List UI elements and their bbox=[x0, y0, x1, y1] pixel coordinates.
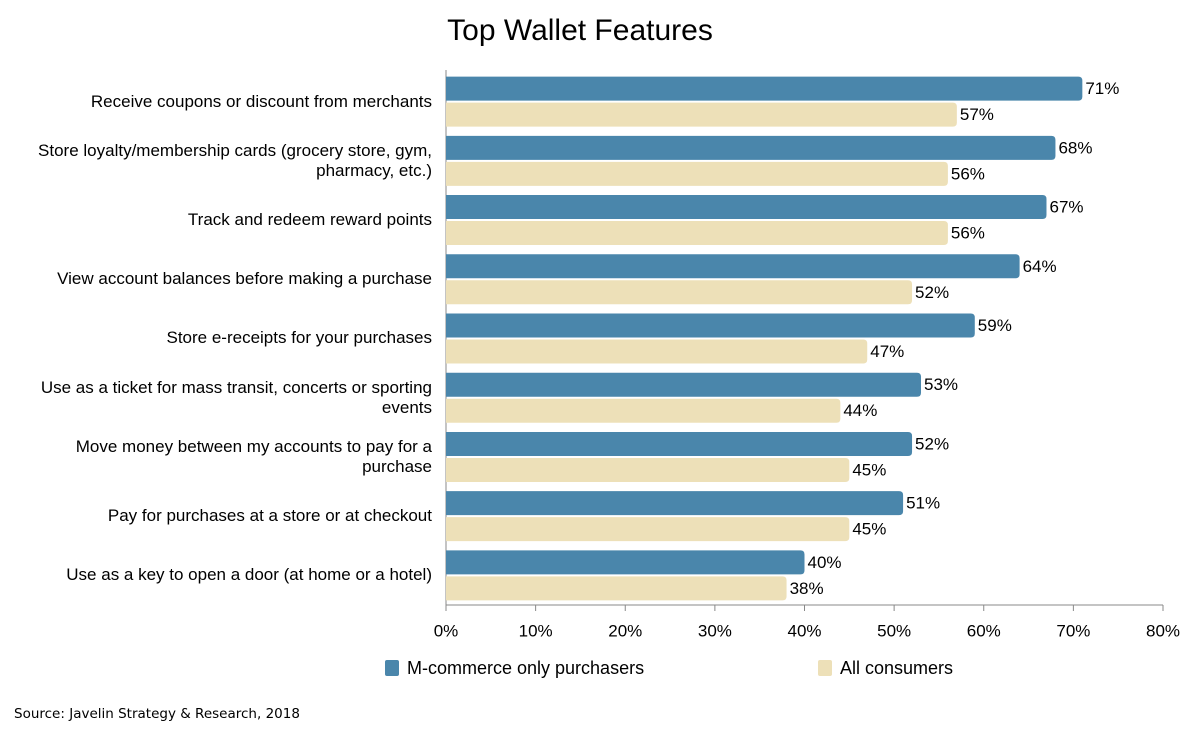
bar bbox=[446, 550, 805, 575]
chart-title: Top Wallet Features bbox=[447, 14, 713, 47]
bar bbox=[446, 372, 922, 397]
legend-label: M-commerce only purchasers bbox=[407, 658, 644, 678]
category-label: Store loyalty/membership cards (grocery … bbox=[38, 140, 432, 180]
bar bbox=[446, 313, 975, 338]
x-tick-label: 50% bbox=[877, 621, 911, 640]
value-label: 53% bbox=[924, 375, 958, 394]
bar bbox=[446, 76, 1083, 101]
value-label: 44% bbox=[843, 401, 877, 420]
x-tick-label: 10% bbox=[519, 621, 553, 640]
bar bbox=[446, 195, 1047, 220]
value-label: 51% bbox=[906, 494, 940, 513]
bar bbox=[446, 102, 957, 127]
value-label: 59% bbox=[978, 316, 1012, 335]
bar bbox=[446, 221, 948, 246]
x-tick-label: 60% bbox=[967, 621, 1001, 640]
bar bbox=[446, 457, 850, 482]
bar bbox=[446, 135, 1056, 160]
x-tick-label: 0% bbox=[434, 621, 459, 640]
value-label: 56% bbox=[951, 164, 985, 183]
value-label: 57% bbox=[960, 105, 994, 124]
x-tick-label: 40% bbox=[787, 621, 821, 640]
bar bbox=[446, 254, 1020, 279]
category-label: Move money between my accounts to pay fo… bbox=[75, 436, 432, 476]
value-label: 52% bbox=[915, 283, 949, 302]
value-label: 64% bbox=[1023, 257, 1057, 276]
bar bbox=[446, 398, 841, 423]
legend-swatch bbox=[818, 660, 832, 676]
bar bbox=[446, 431, 913, 456]
x-tick-label: 80% bbox=[1146, 621, 1180, 640]
value-label: 38% bbox=[790, 579, 824, 598]
x-tick-label: 70% bbox=[1056, 621, 1090, 640]
legend-swatch bbox=[385, 660, 399, 676]
value-label: 67% bbox=[1049, 198, 1083, 217]
category-label: View account balances before making a pu… bbox=[57, 269, 432, 289]
bar bbox=[446, 280, 913, 305]
value-label: 47% bbox=[870, 342, 904, 361]
value-label: 68% bbox=[1058, 138, 1092, 157]
value-label: 45% bbox=[852, 460, 886, 479]
x-tick-label: 20% bbox=[608, 621, 642, 640]
value-label: 45% bbox=[852, 520, 886, 539]
category-label: Store e-receipts for your purchases bbox=[166, 328, 432, 348]
bar bbox=[446, 517, 850, 542]
category-label: Use as a ticket for mass transit, concer… bbox=[40, 377, 432, 417]
legend-label: All consumers bbox=[840, 658, 953, 678]
category-label: Pay for purchases at a store or at check… bbox=[107, 506, 432, 526]
bar bbox=[446, 576, 787, 601]
value-label: 40% bbox=[808, 553, 842, 572]
value-label: 52% bbox=[915, 434, 949, 453]
source-note: Source: Javelin Strategy & Research, 201… bbox=[14, 706, 300, 722]
value-label: 71% bbox=[1085, 79, 1119, 98]
category-label: Use as a key to open a door (at home or … bbox=[66, 565, 432, 585]
category-label: Track and redeem reward points bbox=[187, 210, 432, 230]
category-label: Receive coupons or discount from merchan… bbox=[90, 91, 432, 111]
bar bbox=[446, 161, 948, 186]
bar bbox=[446, 491, 904, 516]
x-tick-label: 30% bbox=[698, 621, 732, 640]
bar bbox=[446, 339, 868, 364]
value-label: 56% bbox=[951, 224, 985, 243]
